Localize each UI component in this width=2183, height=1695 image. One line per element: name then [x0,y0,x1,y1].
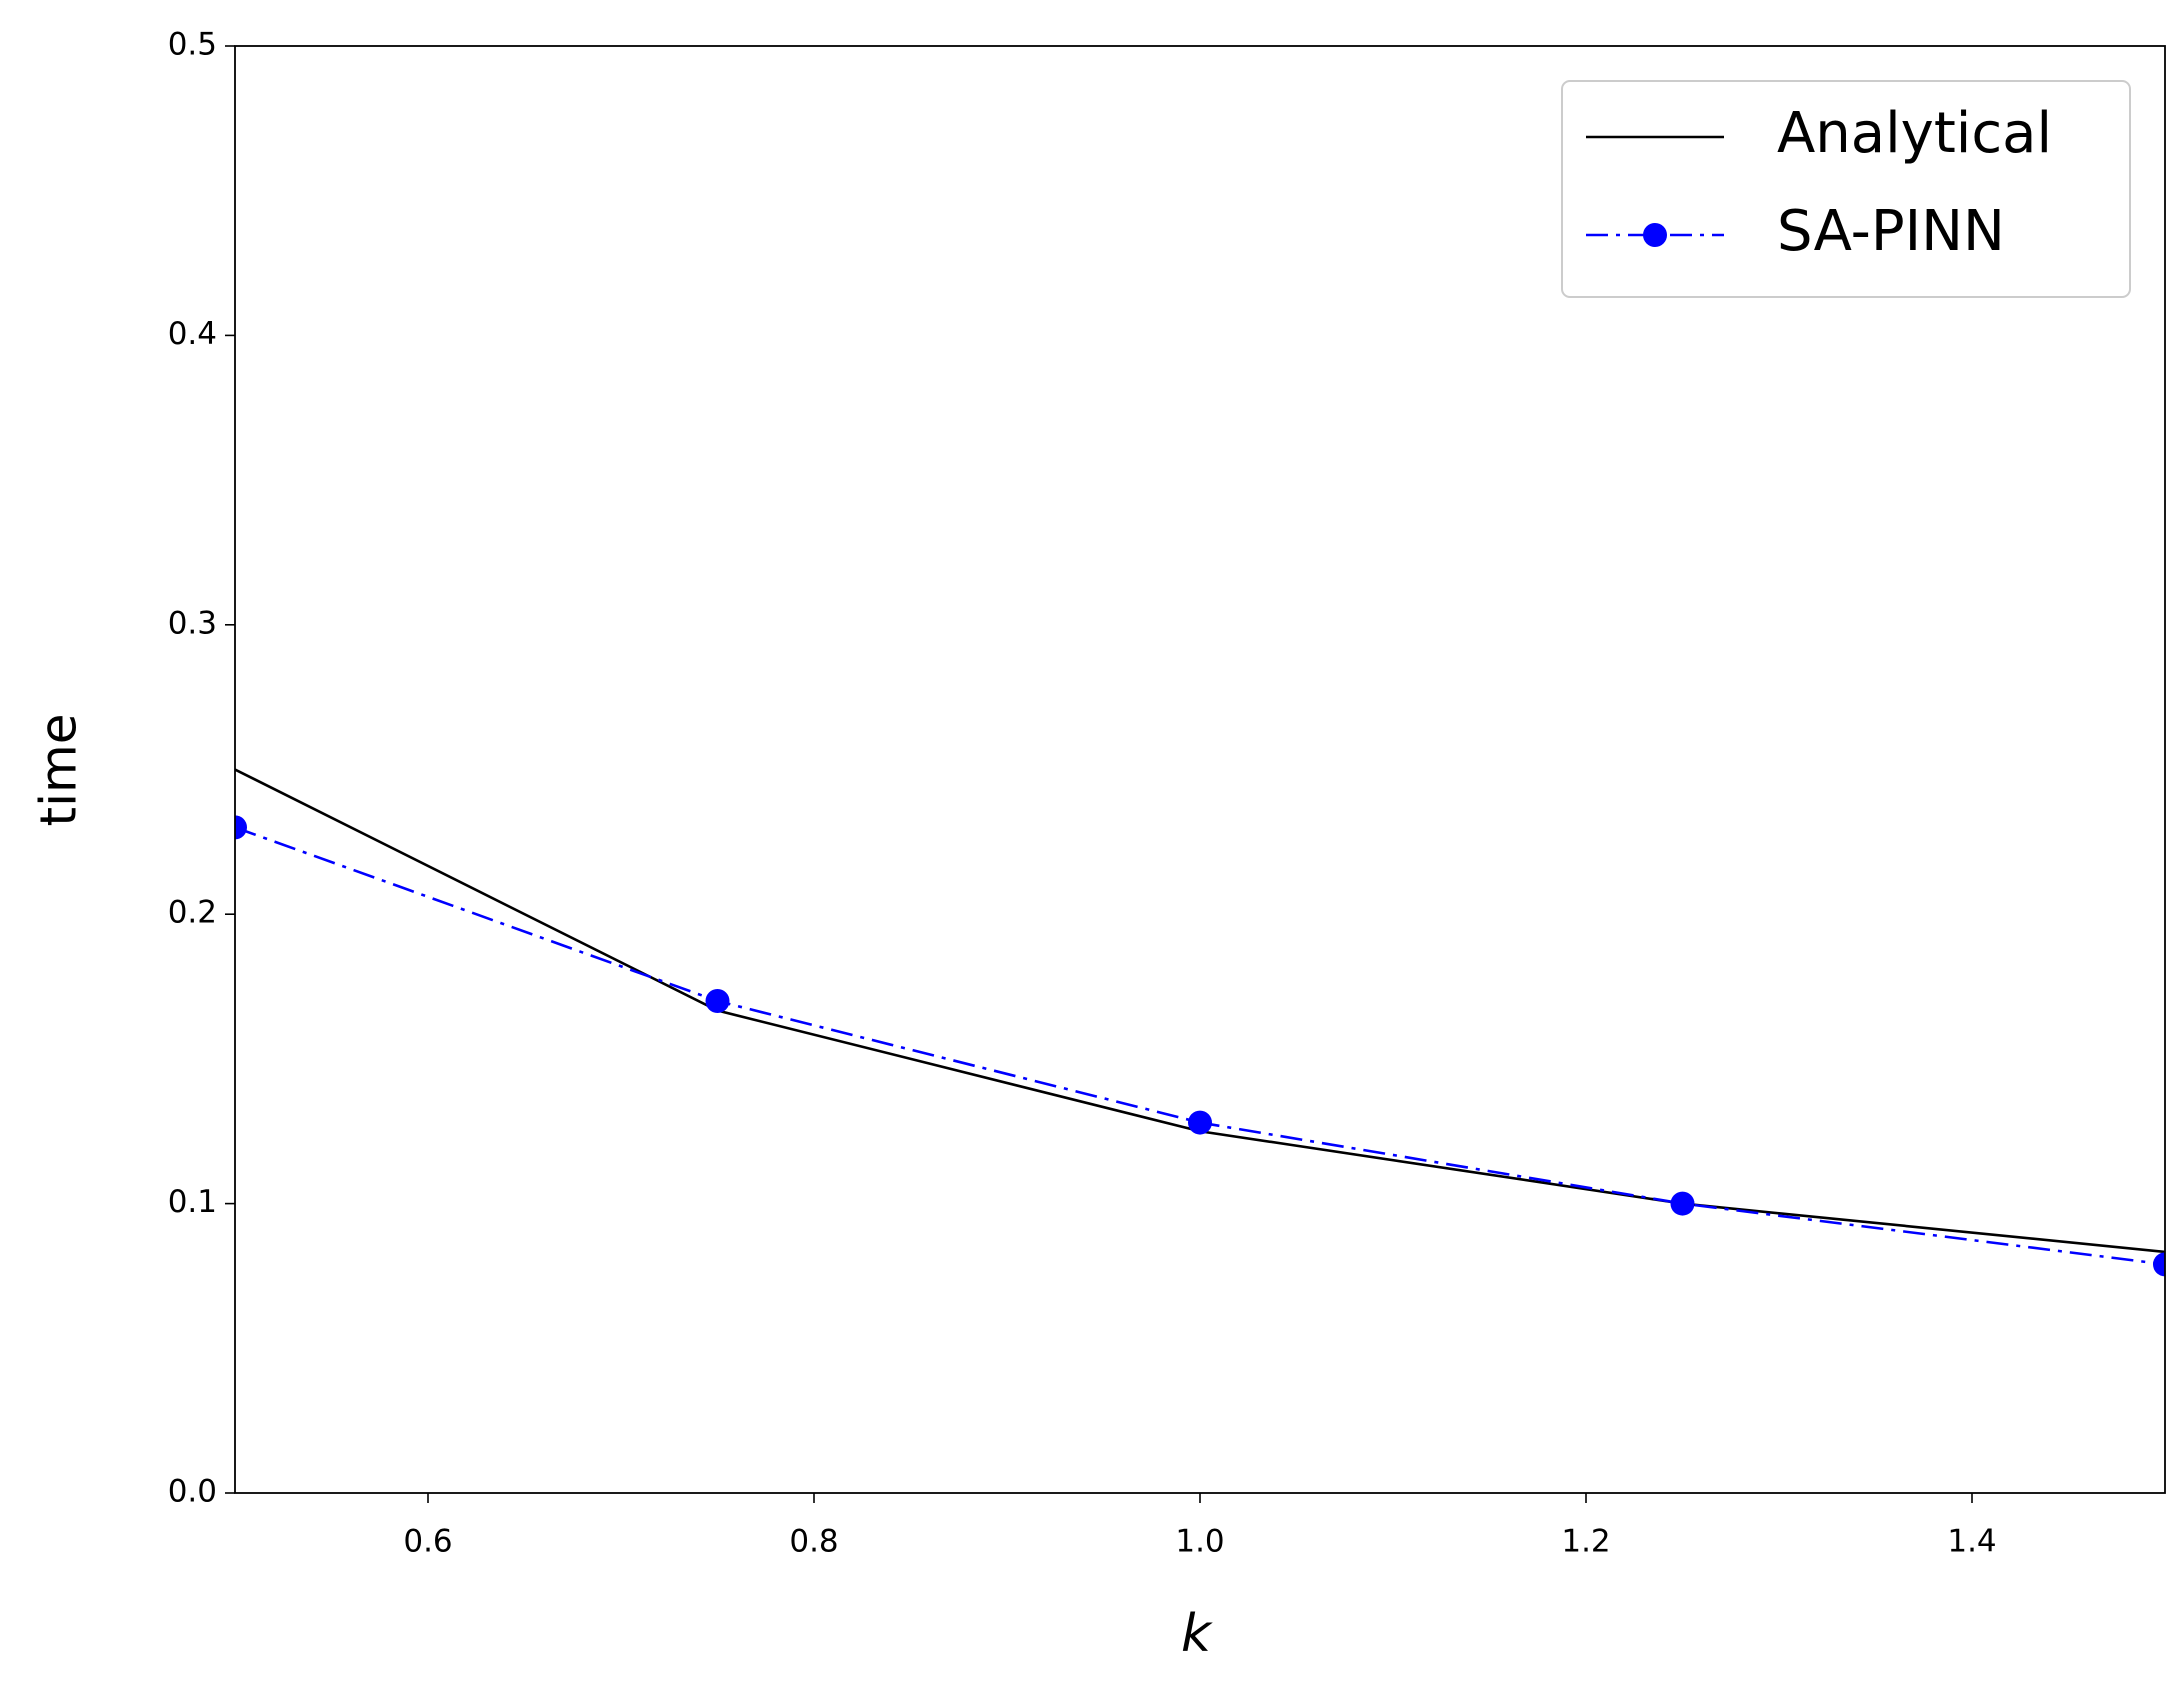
y-tick-label: 0.5 [168,27,217,63]
series-marker [235,815,247,840]
series-marker [1188,1110,1212,1135]
x-axis-label: k [1181,1604,1213,1664]
x-tick-label: 1.2 [1561,1524,1610,1560]
series-marker [1670,1191,1695,1216]
plot-frame [234,45,2166,1494]
y-tick-label: 0.4 [168,316,217,352]
x-tick-label: 1.4 [1947,1524,1996,1560]
legend-label: Analytical [1777,101,2052,166]
x-tick-label: 0.6 [403,1524,452,1560]
series-line [235,768,2165,1254]
x-tick-label: 0.8 [789,1524,838,1560]
y-tick-label: 0.0 [168,1474,217,1510]
legend-marker [1643,223,1667,247]
series-marker [705,989,730,1014]
legend-box [1561,80,2131,298]
y-tick-label: 0.3 [168,605,217,641]
x-tick-label: 1.0 [1175,1524,1224,1560]
y-tick-label: 0.2 [168,895,217,931]
y-tick-label: 0.1 [168,1184,217,1220]
y-axis-label: time [30,714,88,827]
series-marker [2153,1252,2165,1277]
legend-label: SA-PINN [1777,199,2005,264]
series-line [235,826,2165,1266]
